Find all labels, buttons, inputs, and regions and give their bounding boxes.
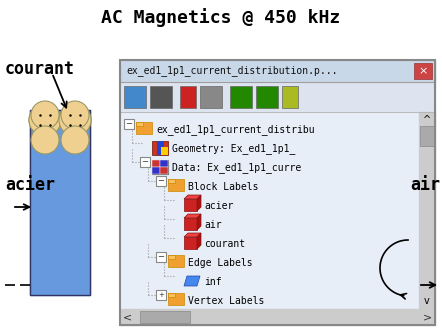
Bar (120, 60, 435, 82)
Bar (156, 252, 166, 262)
Text: acier: acier (5, 176, 55, 194)
Bar (161, 147, 168, 155)
Circle shape (59, 104, 91, 136)
Bar (230, 86, 252, 108)
Bar (140, 311, 190, 323)
Text: −: − (157, 253, 164, 262)
Text: −: − (141, 157, 149, 167)
Circle shape (61, 101, 89, 129)
Bar (420, 126, 434, 146)
Text: ex_ed1_1p1_current_distribu: ex_ed1_1p1_current_distribu (156, 124, 315, 135)
Bar (140, 157, 150, 167)
Bar (124, 86, 146, 108)
Bar (419, 112, 435, 309)
Bar (345, 110, 405, 295)
Bar (180, 86, 196, 108)
Bar (282, 86, 298, 108)
Bar (120, 82, 435, 112)
Bar (120, 60, 435, 325)
Text: Vertex Labels: Vertex Labels (188, 296, 264, 306)
Bar (120, 309, 435, 325)
Bar (345, 110, 405, 295)
Bar (184, 199, 197, 211)
Bar (168, 179, 175, 183)
Polygon shape (184, 214, 201, 218)
Circle shape (29, 104, 61, 136)
Bar (168, 293, 175, 297)
Circle shape (31, 101, 59, 129)
Polygon shape (197, 233, 201, 249)
Bar (120, 60, 435, 325)
Polygon shape (184, 195, 201, 199)
Polygon shape (184, 276, 200, 286)
Text: Geometry: Ex_ed1_1p1_: Geometry: Ex_ed1_1p1_ (172, 143, 295, 154)
Polygon shape (197, 214, 201, 230)
Text: courant: courant (5, 60, 75, 78)
Circle shape (61, 126, 89, 154)
Bar (30, 110, 90, 295)
Bar (168, 179, 184, 191)
Bar (152, 167, 160, 174)
Bar (136, 122, 152, 134)
Text: inf: inf (204, 277, 221, 287)
Polygon shape (197, 195, 201, 211)
Bar (160, 167, 168, 174)
Bar (120, 60, 435, 82)
Text: air: air (204, 220, 221, 230)
Polygon shape (184, 233, 201, 237)
Bar (120, 82, 435, 112)
Bar (256, 86, 278, 108)
Bar (150, 86, 172, 108)
Bar (124, 119, 134, 129)
Text: AC Magnetics @ 450 kHz: AC Magnetics @ 450 kHz (101, 9, 341, 28)
Text: v: v (424, 296, 430, 306)
Circle shape (374, 104, 406, 136)
Bar (184, 218, 197, 230)
Text: Data: Ex_ed1_1p1_curre: Data: Ex_ed1_1p1_curre (172, 163, 301, 173)
Text: courant: courant (204, 239, 245, 249)
Bar (168, 255, 184, 267)
Circle shape (374, 126, 402, 154)
Text: ^: ^ (423, 115, 431, 125)
Circle shape (59, 104, 91, 136)
Text: −: − (126, 120, 133, 128)
Bar (200, 86, 222, 108)
Text: Edge Labels: Edge Labels (188, 258, 253, 268)
Circle shape (344, 126, 372, 154)
Bar (157, 141, 164, 155)
Bar (30, 110, 90, 295)
Circle shape (31, 126, 59, 154)
Bar (152, 141, 168, 155)
Bar (168, 293, 184, 305)
Text: Block Labels: Block Labels (188, 182, 259, 192)
Circle shape (344, 101, 372, 129)
Text: +: + (158, 292, 164, 298)
Circle shape (374, 104, 406, 136)
Bar (156, 290, 166, 300)
Text: air: air (410, 176, 440, 194)
Bar (184, 237, 197, 249)
Bar (160, 160, 168, 167)
Text: ×: × (418, 66, 428, 76)
Bar (152, 160, 160, 167)
Text: −: − (157, 177, 164, 186)
Bar (168, 255, 175, 259)
Circle shape (344, 104, 376, 136)
Circle shape (374, 101, 402, 129)
Text: acier: acier (204, 201, 233, 211)
Bar (136, 122, 143, 126)
Bar (414, 63, 432, 79)
Text: >: > (423, 312, 432, 322)
Circle shape (29, 104, 61, 136)
Bar (156, 176, 166, 186)
Circle shape (344, 104, 376, 136)
Bar (152, 160, 168, 174)
Text: ex_ed1_1p1_current_distribution.p...: ex_ed1_1p1_current_distribution.p... (126, 65, 338, 76)
Text: <: < (123, 312, 133, 322)
